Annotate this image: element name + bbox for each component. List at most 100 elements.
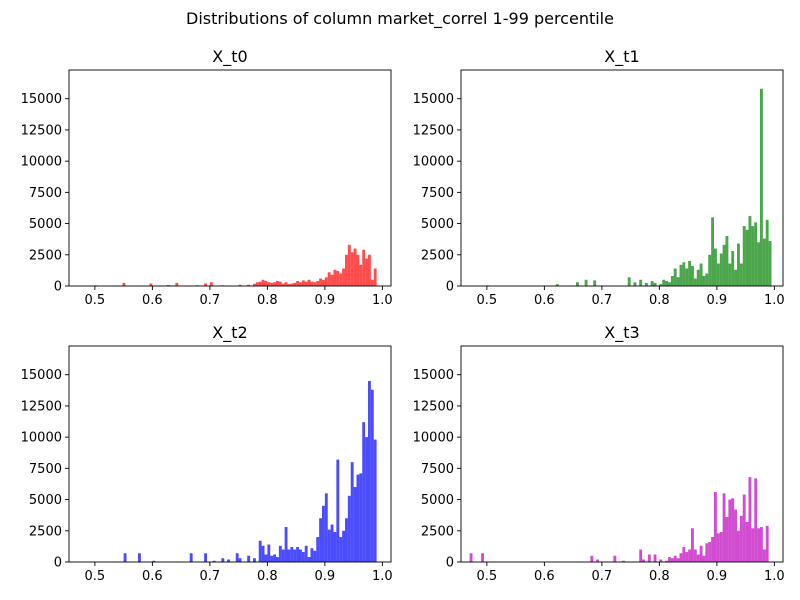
x-tick-label: 0.8 (257, 569, 278, 584)
histogram-bars (469, 477, 769, 562)
histogram-bar (356, 254, 360, 286)
histogram-bar (676, 277, 680, 286)
histogram-bar (734, 509, 738, 562)
x-tick-label: 1.0 (372, 569, 393, 584)
y-tick-label: 5000 (29, 493, 62, 508)
histogram-bar (670, 276, 674, 286)
histogram-bar (319, 278, 322, 286)
histogram-bar (307, 557, 311, 562)
x-tick-label: 0.8 (649, 569, 670, 584)
histogram-bar (336, 459, 340, 562)
x-tick-label: 0.9 (315, 569, 336, 584)
histogram-bar (313, 550, 317, 562)
y-tick-label: 5000 (421, 493, 454, 508)
histogram-bar (370, 279, 374, 286)
axes-frame (460, 345, 784, 563)
x-tick-label: 0.6 (534, 569, 555, 584)
y-tick-label: 7500 (29, 462, 62, 477)
histogram-bar (633, 282, 637, 286)
histogram-bar (642, 559, 645, 562)
histogram-bar (688, 549, 692, 562)
histogram-bar (714, 248, 717, 286)
x-tick-label: 0.5 (85, 293, 106, 308)
histogram-bar (765, 219, 769, 286)
histogram-bar (714, 492, 717, 562)
histogram-bar (359, 473, 363, 562)
y-tick-label: 7500 (421, 462, 454, 477)
histogram-bar (685, 268, 689, 286)
histogram-bar (673, 555, 677, 562)
y-tick-label: 10000 (413, 431, 454, 446)
histogram-bar (204, 283, 208, 286)
histogram-bar (362, 422, 366, 562)
y-tick-label: 2500 (29, 248, 62, 263)
histogram-bar (299, 549, 302, 562)
histogram-bars (94, 244, 377, 286)
histogram-bar (622, 560, 625, 562)
histogram-bar (339, 273, 343, 286)
histogram-bar (613, 555, 617, 562)
histogram-bar (284, 282, 288, 286)
histogram-bar (359, 264, 363, 286)
histogram-bars (486, 88, 772, 286)
histogram-bar (264, 554, 268, 562)
histogram-bar (301, 552, 305, 562)
y-tick-label: 15000 (413, 92, 454, 107)
histogram-bar (469, 553, 473, 562)
histogram-bar (653, 554, 657, 562)
histogram-bar (356, 474, 360, 562)
panel-X_t1: 0.5 0.6 0.7 0.8 0.9 1.0 0 2500 5000 7500 10000 1250… (413, 47, 785, 308)
histogram-bar (762, 238, 766, 286)
histogram-bar (273, 282, 277, 286)
x-tick-label: 0.5 (477, 569, 498, 584)
x-tick-label: 0.7 (592, 569, 613, 584)
histogram-bar (670, 558, 674, 562)
panel-title: X_t1 (604, 47, 639, 67)
histogram-bar (368, 254, 371, 286)
histogram-bar (373, 268, 377, 286)
histogram-bar (347, 244, 351, 286)
y-tick-label: 0 (54, 556, 62, 571)
histogram-bar (593, 280, 597, 286)
histogram-bar (287, 549, 291, 562)
x-tick-label: 1.0 (372, 293, 393, 308)
histogram-bar (757, 242, 761, 286)
histogram-bar (362, 249, 366, 286)
x-tick-label: 0.7 (200, 569, 221, 584)
histogram-bar (333, 269, 337, 286)
y-tick-label: 7500 (421, 186, 454, 201)
histogram-bar (702, 276, 706, 286)
histogram-bar (745, 229, 749, 286)
histogram-bar (258, 281, 262, 286)
y-tick-label: 0 (446, 280, 454, 295)
histogram-bar (287, 284, 291, 286)
histogram-bar (682, 547, 686, 562)
histogram-bar (584, 279, 588, 286)
x-tick-label: 0.9 (315, 293, 336, 308)
histogram-bar (204, 553, 208, 562)
histogram-bar (247, 555, 251, 562)
histogram-bar (166, 285, 170, 286)
histogram-bar (336, 271, 340, 286)
histogram-bar (745, 522, 749, 562)
histogram-bar (688, 261, 692, 286)
histogram-bar (555, 284, 559, 286)
histogram-bar (152, 560, 156, 562)
histogram-bar (705, 543, 709, 562)
histogram-bars (123, 380, 377, 562)
histogram-bar (722, 244, 726, 286)
y-tick-label: 5000 (421, 217, 454, 232)
histogram-bar (768, 241, 772, 286)
histogram-bar (739, 263, 743, 286)
histogram-bar (373, 439, 377, 562)
histogram-bar (748, 477, 752, 562)
y-tick-label: 12500 (21, 399, 62, 414)
x-tick-label: 1.0 (764, 293, 785, 308)
figure-title: Distributions of column market_correl 1-… (186, 9, 614, 28)
histogram-bar (330, 524, 334, 562)
histogram-bar (682, 262, 686, 286)
histogram-bar (711, 537, 714, 562)
histogram-bar (627, 277, 631, 286)
